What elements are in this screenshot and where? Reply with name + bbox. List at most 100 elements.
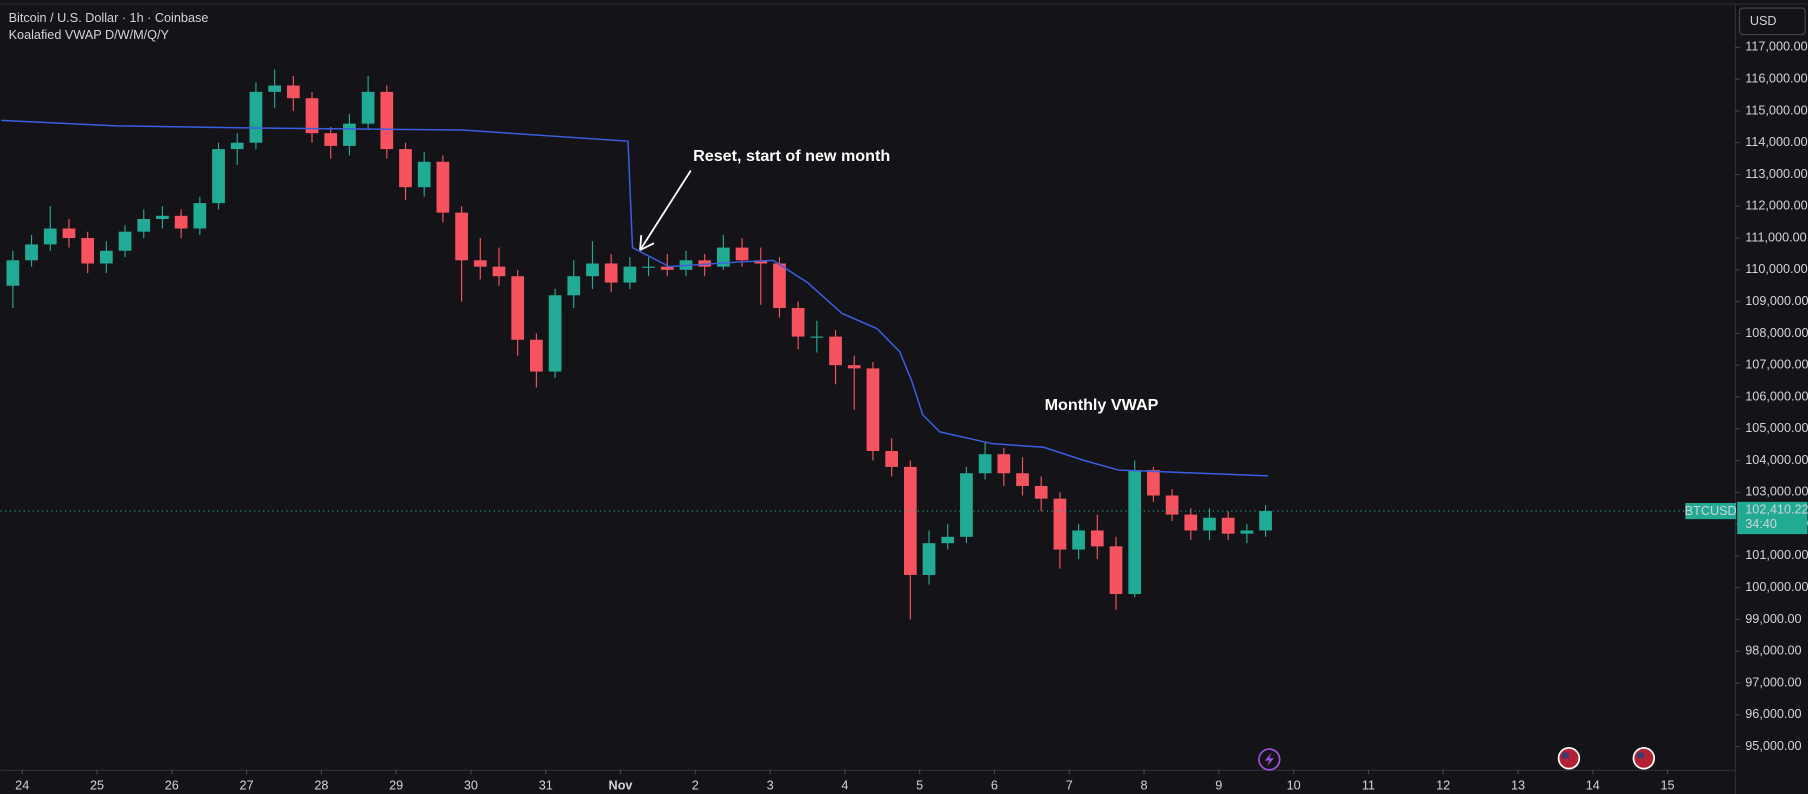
y-tick-label: 96,000.00 <box>1745 707 1801 721</box>
y-tick-label: 103,000.00 <box>1745 485 1808 499</box>
candle-body <box>1090 530 1104 547</box>
event-icons <box>1258 747 1656 771</box>
candle-body <box>492 266 506 277</box>
y-tick-label: 117,000.00 <box>1745 40 1807 54</box>
annotation: Reset, start of new month <box>693 147 890 165</box>
candle-body <box>548 295 562 372</box>
x-tick-label: 2 <box>692 778 699 792</box>
event-icon-glyph <box>1264 752 1274 767</box>
candle-body <box>1109 546 1123 595</box>
candle-body <box>6 260 20 286</box>
y-tick-label: 106,000.00 <box>1745 389 1808 403</box>
candle-body <box>1053 498 1067 550</box>
candle-body <box>1165 495 1179 515</box>
candle-body <box>847 365 861 369</box>
candle-body <box>829 336 842 366</box>
candle-body <box>1147 470 1160 496</box>
candle-body <box>249 91 263 143</box>
candle-body <box>81 238 95 264</box>
candle-body <box>1072 530 1085 550</box>
candle-body <box>623 266 637 283</box>
candle-body <box>286 85 300 99</box>
y-tick-label: 116,000.00 <box>1745 71 1807 85</box>
candle-body <box>773 263 786 308</box>
x-tick-label: 14 <box>1586 778 1600 792</box>
x-tick-label: 3 <box>767 778 774 792</box>
annotation-arrow <box>639 170 692 251</box>
candle-body <box>380 91 394 150</box>
chart-title: Bitcoin / U.S. Dollar · 1h · Coinbase <box>9 11 209 25</box>
candle-body <box>1221 517 1235 534</box>
x-tick-label: Nov <box>609 778 633 792</box>
candle-body <box>754 260 768 264</box>
price-tag <box>1737 501 1808 535</box>
candle-body <box>1203 517 1216 531</box>
currency-button[interactable] <box>1738 7 1806 36</box>
y-tick-label: 101,000.00 <box>1745 548 1808 562</box>
candle-body <box>343 123 356 146</box>
countdown-label: 34:40 <box>1745 517 1777 531</box>
candle-body <box>417 161 431 188</box>
candle-body <box>118 231 132 251</box>
x-tick-label: 28 <box>314 778 328 792</box>
vwap-line <box>1 119 1269 477</box>
y-tick-label: 108,000.00 <box>1745 326 1808 340</box>
x-tick-label: 6 <box>991 778 998 792</box>
candle-body <box>567 276 581 296</box>
candle-body <box>978 454 992 474</box>
candle-body <box>586 263 599 277</box>
symbol-label: BTCUSD <box>1685 504 1737 518</box>
candle-body <box>1034 485 1048 499</box>
y-tick-label: 104,000.00 <box>1745 453 1808 467</box>
candle-body <box>324 133 338 146</box>
candle-body <box>642 266 655 268</box>
candle-body <box>361 91 375 124</box>
candle-body <box>885 451 898 467</box>
candle-body <box>137 218 151 232</box>
candle-body <box>1240 530 1254 534</box>
event-icon-glyph <box>1562 752 1569 759</box>
x-tick-label: 15 <box>1661 778 1675 792</box>
price-label: 102,410.22 <box>1745 502 1808 516</box>
candle-body <box>716 247 730 267</box>
y-tick-label: 114,000.00 <box>1745 135 1807 149</box>
indicator-legend: Koalafied VWAP D/W/M/Q/Y <box>9 28 170 42</box>
x-tick-label: 7 <box>1066 778 1073 792</box>
x-tick-label: 26 <box>165 778 179 792</box>
candle-body <box>1016 473 1029 486</box>
candle-body <box>436 161 450 213</box>
annotation-arrowhead <box>639 235 655 251</box>
symbol-tag <box>1685 503 1737 520</box>
candle-body <box>62 228 76 239</box>
x-tick-label: 25 <box>90 778 104 792</box>
candle-body <box>43 228 57 245</box>
candle-body <box>660 266 674 270</box>
candle-body <box>99 250 113 264</box>
y-tick-label: 97,000.00 <box>1745 675 1801 689</box>
x-tick-label: 29 <box>389 778 403 792</box>
candle-body <box>997 454 1011 474</box>
candle-body <box>455 212 468 261</box>
y-tick-label: 109,000.00 <box>1745 294 1808 308</box>
y-tick-label: 107,000.00 <box>1745 358 1808 372</box>
currency-label[interactable]: USD <box>1750 14 1777 28</box>
x-tick-label: 13 <box>1511 778 1525 792</box>
candle-body <box>1128 470 1142 595</box>
candle-body <box>399 149 412 188</box>
candle-body <box>922 543 936 575</box>
candle-body <box>791 307 805 337</box>
candle-body <box>174 215 188 229</box>
y-tick-label: 98,000.00 <box>1745 644 1801 658</box>
x-tick-label: 24 <box>15 778 29 792</box>
x-tick-label: 12 <box>1436 778 1450 792</box>
event-icon[interactable] <box>1258 748 1281 771</box>
y-tick-label: 105,000.00 <box>1745 421 1808 435</box>
candle-body <box>698 260 712 267</box>
y-tick-label: 110,000.00 <box>1745 262 1807 276</box>
candle-body <box>473 260 487 267</box>
candle-body <box>511 276 525 340</box>
candle-body <box>530 339 543 372</box>
x-tick-label: 8 <box>1141 778 1148 792</box>
